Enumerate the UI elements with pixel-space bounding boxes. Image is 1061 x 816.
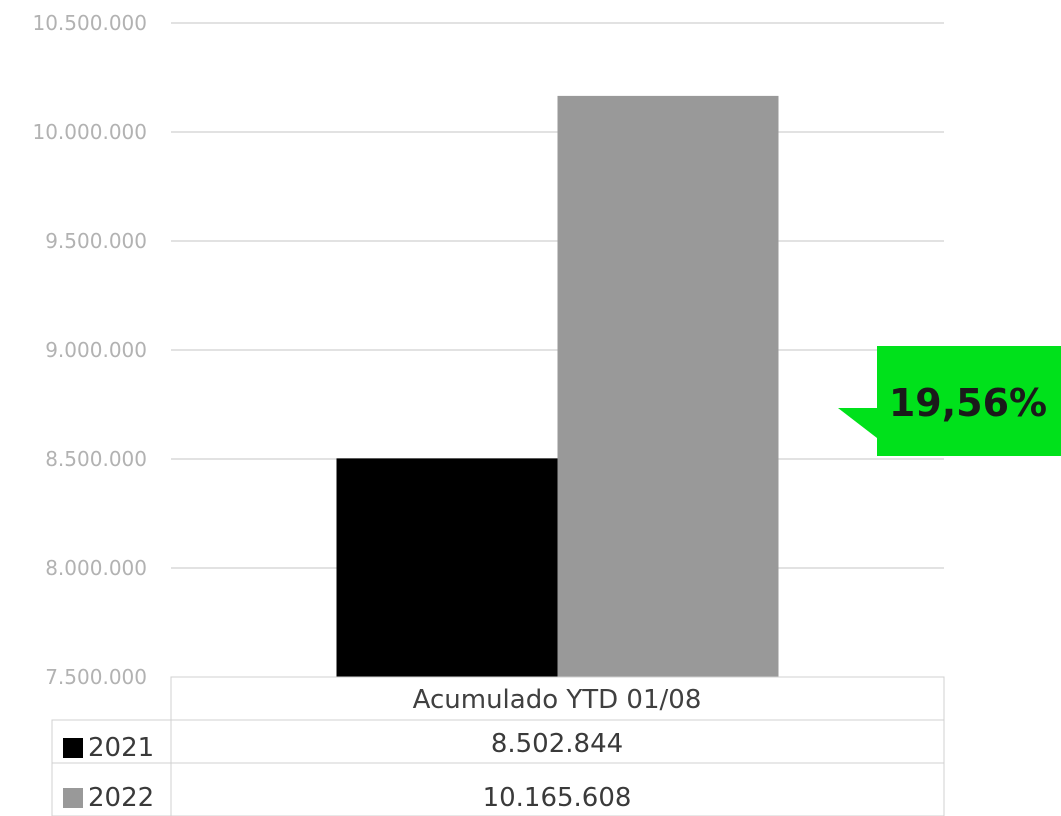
growth-callout: 19,56% (838, 346, 1061, 456)
y-tick-label: 10.000.000 (32, 120, 147, 144)
legend-key-2022 (63, 788, 83, 808)
legend-label-2021: 2021 (88, 733, 154, 763)
y-tick-label: 8.000.000 (45, 556, 147, 580)
y-tick-label: 9.000.000 (45, 338, 147, 362)
table-value-2021: 8.502.844 (491, 729, 623, 759)
table-value-cell-2022 (170, 762, 945, 816)
y-axis-tick-labels: 7.500.000 8.000.000 8.500.000 9.000.000 9.50… (32, 11, 147, 689)
table-value-2022: 10.165.608 (483, 783, 632, 813)
y-tick-label: 9.500.000 (45, 229, 147, 253)
legend-key-2021 (63, 738, 83, 758)
y-tick-label: 8.500.000 (45, 447, 147, 471)
callout-text: 19,56% (889, 381, 1047, 425)
bar-2021 (336, 458, 558, 677)
category-label: Acumulado YTD 01/08 (413, 685, 702, 715)
y-tick-label: 7.500.000 (45, 665, 147, 689)
callout-shape (838, 346, 1061, 456)
legend-label-2022: 2022 (88, 783, 154, 813)
bars (336, 95, 779, 677)
bar-2022 (557, 95, 779, 677)
y-tick-label: 10.500.000 (32, 11, 147, 35)
data-table: Acumulado YTD 01/08 2021 8.502.844 2022 … (51, 676, 945, 816)
